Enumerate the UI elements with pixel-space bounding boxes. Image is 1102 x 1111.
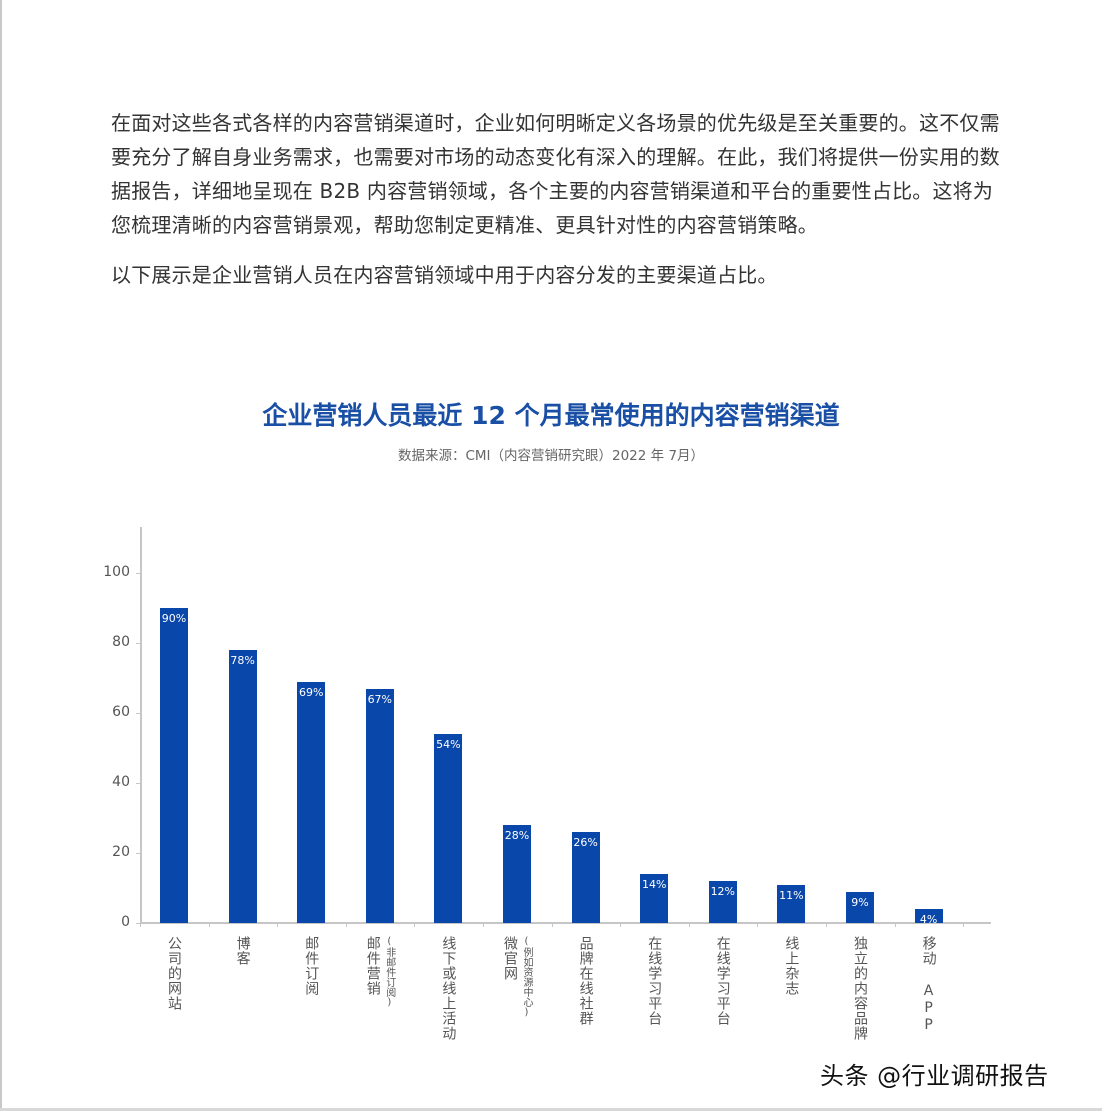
x-category-label: 博客 [218, 936, 268, 966]
bar-value-label: 78% [230, 654, 255, 667]
y-tick [136, 573, 141, 574]
y-tick-label: 60 [112, 704, 130, 720]
category-name: 线下或线上活动 [440, 936, 457, 1041]
x-tick [414, 922, 416, 927]
category-name: 公司的网站 [166, 936, 182, 1011]
x-tick [894, 922, 896, 927]
category-name: 在线学习平台 [714, 936, 731, 1026]
x-category-label: 线下或线上活动 [423, 936, 473, 1041]
y-tick-label: 0 [121, 914, 130, 930]
y-tick-label: 80 [112, 634, 130, 650]
bar-value-label: 14% [641, 878, 667, 891]
intro-paragraph-1: 在面对这些各式各样的内容营销渠道时，企业如何明晰定义各场景的优先级是至关重要的。… [111, 111, 1000, 237]
category-name: 博客 [234, 936, 251, 966]
chart-source: 数据来源：CMI（内容营销研究眼）2022 年 7月） [397, 448, 705, 464]
chart-title: 企业营销人员最近 12 个月最常使用的内容营销渠道 [262, 401, 840, 430]
page-bottom-border [0, 1108, 1102, 1111]
y-tick-label: 40 [112, 774, 130, 790]
bar: 11% [777, 884, 806, 923]
x-tick [483, 922, 484, 927]
x-tick [620, 922, 622, 927]
x-tick [345, 922, 347, 927]
category-name: 微官网 [502, 936, 518, 981]
x-category-label: 在线学习平台 [629, 936, 679, 1026]
bar-value-label: 9% [851, 895, 869, 909]
y-tick-label: 20 [112, 844, 130, 860]
bar-value-label: 11% [779, 888, 804, 902]
x-tick [757, 922, 759, 927]
x-category-label: 品牌在线社群 [561, 936, 611, 1026]
y-tick [136, 713, 141, 714]
bar: 69% [297, 681, 326, 923]
bar-value-label: 26% [573, 836, 598, 849]
x-tick [140, 922, 141, 927]
category-name: 线上杂志 [783, 936, 800, 996]
y-tick [136, 783, 141, 784]
bar: 28% [503, 825, 531, 923]
category-name: 独立的内容品牌 [852, 936, 868, 1041]
bar: 78% [228, 650, 257, 923]
x-tick [551, 922, 553, 927]
category-note: (非邮件订阅) [383, 936, 395, 1008]
x-category-label: 邮件营销 (非邮件订阅) [355, 936, 405, 1008]
category-name: 邮件订阅 [303, 936, 320, 996]
x-category-label: 移动 APP [904, 936, 954, 1034]
bar-value-label: 12% [710, 885, 736, 898]
y-tick [136, 853, 141, 854]
bar: 9% [846, 891, 874, 923]
x-category-label: 微官网 (例如资源中心) [492, 936, 542, 1018]
x-tick [963, 922, 965, 927]
bar-value-label: 90% [161, 612, 187, 625]
x-category-label: 独立的内容品牌 [835, 936, 885, 1041]
intro-text: 在面对这些各式各样的内容营销渠道时，企业如何明晰定义各场景的优先级是至关重要的。… [111, 106, 1001, 292]
category-note: (例如资源中心) [521, 936, 532, 1018]
bar: 67% [365, 688, 394, 923]
category-name: 在线学习平台 [646, 936, 663, 1026]
x-tick [826, 922, 827, 927]
watermark: 头条 @行业调研报告 [820, 1062, 1049, 1090]
bar-value-label: 4% [919, 913, 938, 926]
page-left-border [0, 0, 2, 1111]
category-name: 邮件营销 [364, 936, 381, 996]
intro-paragraph-2: 以下展示是企业营销人员在内容营销领域中用于内容分发的主要渠道占比。 [111, 263, 778, 287]
x-category-label: 邮件订阅 [286, 936, 336, 996]
bar: 14% [640, 874, 669, 923]
x-tick [208, 922, 210, 927]
x-category-label: 在线学习平台 [698, 936, 748, 1026]
bar: 54% [434, 734, 463, 923]
bar: 90% [160, 608, 188, 923]
y-axis [140, 527, 142, 924]
y-tick-label: 100 [103, 564, 130, 580]
category-name: 移动 APP [920, 936, 937, 1034]
category-name: 品牌在线社群 [577, 936, 594, 1026]
bar: 4% [914, 909, 943, 926]
bar: 26% [571, 832, 600, 923]
bar-value-label: 28% [504, 829, 530, 842]
x-category-label: 线上杂志 [766, 936, 816, 996]
bar-value-label: 67% [367, 692, 393, 706]
y-tick [136, 923, 141, 924]
x-tick [277, 922, 279, 927]
bar: 12% [708, 881, 737, 923]
x-tick [688, 922, 690, 927]
bar-value-label: 54% [436, 738, 461, 751]
bar-value-label: 69% [298, 685, 324, 699]
y-tick [136, 643, 141, 644]
x-axis [140, 922, 991, 924]
x-category-label: 公司的网站 [149, 936, 199, 1011]
